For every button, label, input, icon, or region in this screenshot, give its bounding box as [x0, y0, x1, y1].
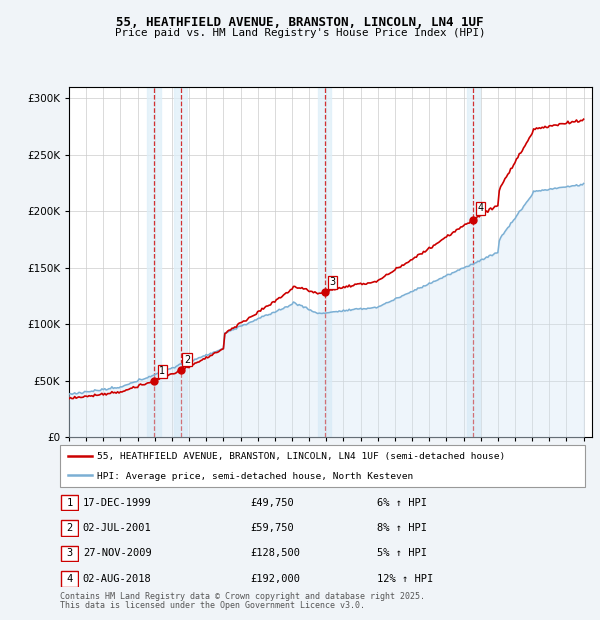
- Text: 1: 1: [67, 497, 73, 508]
- Text: 1: 1: [159, 366, 166, 376]
- Text: 12% ↑ HPI: 12% ↑ HPI: [377, 574, 433, 584]
- Text: Contains HM Land Registry data © Crown copyright and database right 2025.: Contains HM Land Registry data © Crown c…: [60, 592, 425, 601]
- Text: 55, HEATHFIELD AVENUE, BRANSTON, LINCOLN, LN4 1UF: 55, HEATHFIELD AVENUE, BRANSTON, LINCOLN…: [116, 16, 484, 29]
- Text: This data is licensed under the Open Government Licence v3.0.: This data is licensed under the Open Gov…: [60, 601, 365, 610]
- FancyBboxPatch shape: [60, 445, 585, 487]
- Text: 2: 2: [184, 355, 190, 365]
- Bar: [147, 87, 161, 437]
- Text: 5% ↑ HPI: 5% ↑ HPI: [377, 548, 427, 559]
- Text: 55, HEATHFIELD AVENUE, BRANSTON, LINCOLN, LN4 1UF (semi-detached house): 55, HEATHFIELD AVENUE, BRANSTON, LINCOLN…: [97, 452, 505, 461]
- Text: £59,750: £59,750: [251, 523, 295, 533]
- Text: 3: 3: [67, 548, 73, 559]
- Text: £192,000: £192,000: [251, 574, 301, 584]
- Text: Price paid vs. HM Land Registry's House Price Index (HPI): Price paid vs. HM Land Registry's House …: [115, 28, 485, 38]
- Bar: [318, 87, 331, 437]
- Text: 17-DEC-1999: 17-DEC-1999: [83, 497, 152, 508]
- Text: 02-JUL-2001: 02-JUL-2001: [83, 523, 152, 533]
- Bar: [467, 87, 481, 437]
- FancyBboxPatch shape: [61, 571, 78, 587]
- FancyBboxPatch shape: [61, 546, 78, 561]
- Text: 8% ↑ HPI: 8% ↑ HPI: [377, 523, 427, 533]
- Text: 2: 2: [67, 523, 73, 533]
- Text: 02-AUG-2018: 02-AUG-2018: [83, 574, 152, 584]
- FancyBboxPatch shape: [61, 520, 78, 536]
- Text: 27-NOV-2009: 27-NOV-2009: [83, 548, 152, 559]
- Text: £49,750: £49,750: [251, 497, 295, 508]
- Text: HPI: Average price, semi-detached house, North Kesteven: HPI: Average price, semi-detached house,…: [97, 472, 413, 480]
- Text: £128,500: £128,500: [251, 548, 301, 559]
- Bar: [173, 87, 187, 437]
- Text: 3: 3: [330, 277, 336, 287]
- Text: 4: 4: [478, 203, 484, 213]
- Text: 6% ↑ HPI: 6% ↑ HPI: [377, 497, 427, 508]
- Text: 4: 4: [67, 574, 73, 584]
- FancyBboxPatch shape: [61, 495, 78, 510]
